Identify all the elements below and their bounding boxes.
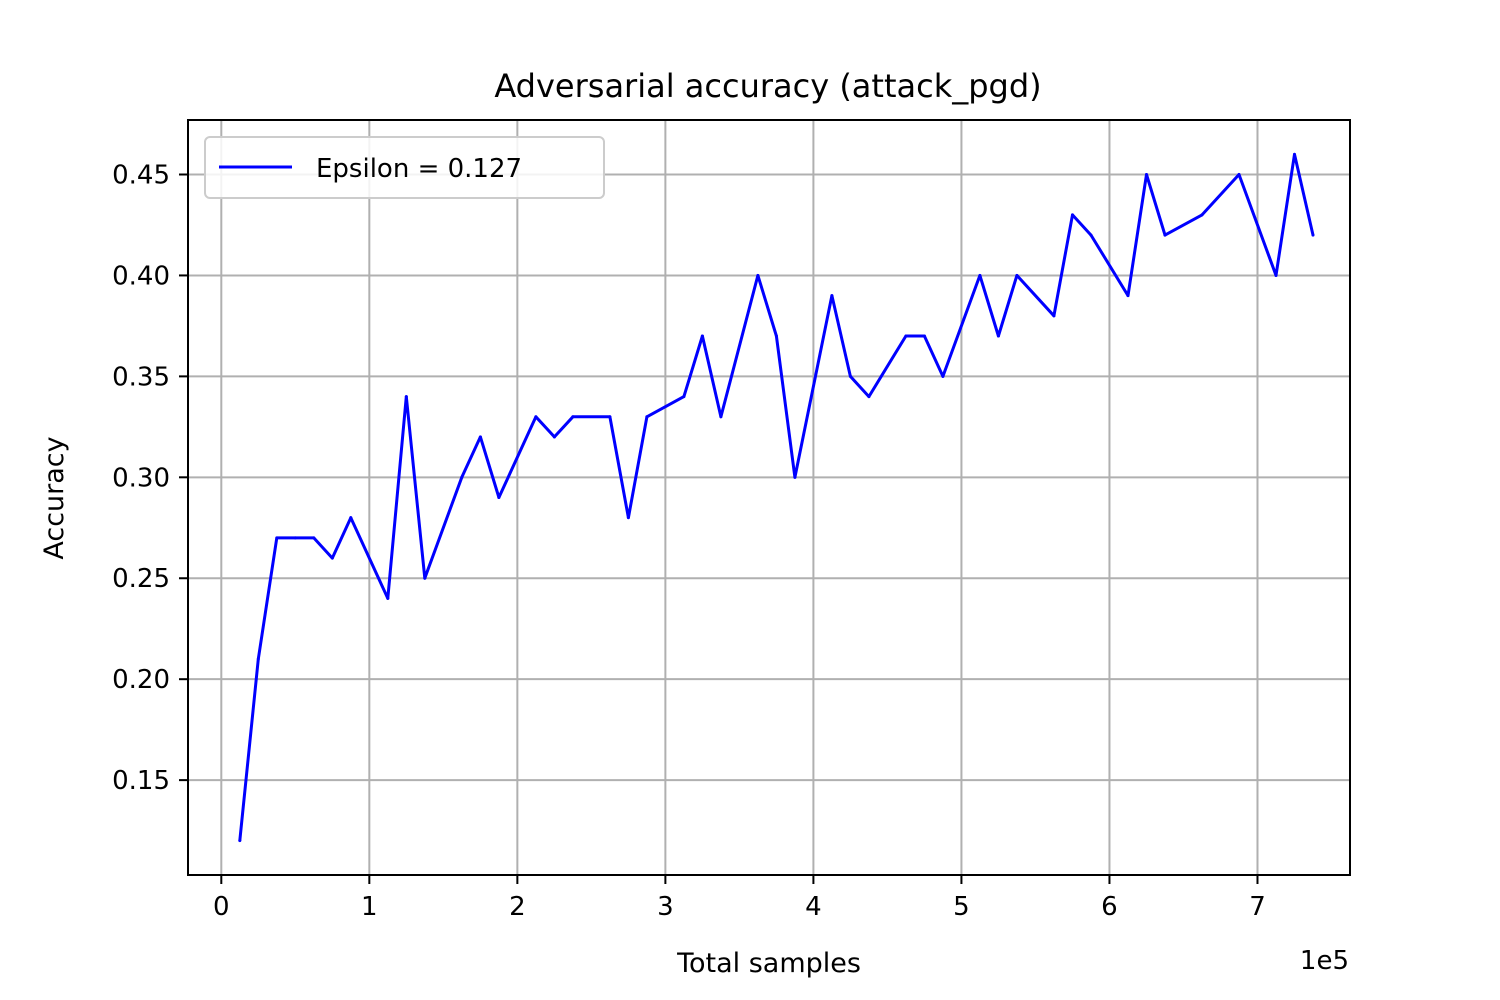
y-tick-label: 0.15: [112, 766, 170, 796]
chart-title: Adversarial accuracy (attack_pgd): [494, 67, 1041, 105]
x-axis-offset-label: 1e5: [1300, 946, 1349, 976]
data-point: [1089, 233, 1093, 237]
data-point: [608, 415, 612, 419]
legend-box: [204, 136, 605, 199]
x-axis: 0 1 2 3 4 5 6 7: [213, 875, 1266, 922]
data-point: [996, 334, 1000, 338]
y-axis: 0.15 0.20 0.25 0.30 0.35 0.40 0.45: [112, 161, 188, 796]
data-point: [1200, 213, 1204, 217]
x-tick-label: 6: [1101, 892, 1118, 922]
data-point: [1126, 294, 1130, 298]
x-tick-label: 1: [361, 892, 378, 922]
plot-frame: [187, 119, 1351, 876]
data-point: [460, 475, 464, 479]
data-point: [534, 415, 538, 419]
y-tick-label: 0.30: [112, 463, 170, 493]
x-tick-label: 0: [213, 892, 230, 922]
data-point: [1015, 273, 1019, 277]
y-tick-label: 0.40: [112, 261, 170, 291]
data-point: [238, 839, 242, 843]
series-layer: [238, 152, 1315, 843]
data-point: [330, 556, 334, 560]
y-tick-label: 0.35: [112, 362, 170, 392]
data-point: [645, 415, 649, 419]
data-point: [349, 516, 353, 520]
data-point: [497, 496, 501, 499]
data-point: [571, 415, 575, 419]
data-point: [552, 435, 556, 439]
data-point: [1274, 273, 1278, 277]
grid: [188, 120, 1350, 875]
data-point: [386, 596, 390, 600]
data-point: [275, 536, 279, 540]
data-point: [478, 435, 482, 439]
data-point: [1311, 233, 1315, 237]
x-tick-label: 4: [805, 892, 822, 922]
x-tick-label: 2: [509, 892, 526, 922]
x-tick-label: 3: [657, 892, 674, 922]
data-point: [1237, 173, 1241, 177]
y-axis-label: Accuracy: [39, 436, 70, 559]
y-tick-label: 0.45: [112, 161, 170, 191]
data-point: [848, 374, 852, 378]
data-point: [1052, 314, 1056, 318]
data-point: [978, 273, 982, 277]
data-point: [941, 374, 945, 378]
data-point: [867, 395, 871, 399]
data-point: [312, 536, 316, 540]
data-point: [1070, 213, 1074, 217]
data-point: [682, 395, 686, 399]
data-point: [719, 415, 723, 419]
data-point: [293, 536, 297, 540]
data-point: [756, 273, 760, 277]
x-tick-label: 7: [1249, 892, 1266, 922]
data-point: [830, 294, 834, 298]
data-point: [774, 334, 778, 338]
legend-label: Epsilon = 0.127: [316, 154, 522, 184]
data-point: [423, 576, 427, 580]
data-point: [922, 334, 926, 338]
data-point: [404, 395, 408, 399]
y-tick-label: 0.25: [112, 564, 170, 594]
data-point: [626, 516, 630, 520]
x-axis-label: Total samples: [676, 948, 861, 979]
x-tick-label: 5: [953, 892, 970, 922]
data-point: [700, 334, 704, 338]
data-point: [1292, 152, 1296, 156]
data-point: [1163, 233, 1167, 237]
data-point: [904, 334, 908, 338]
legend: Epsilon = 0.127: [204, 136, 605, 199]
data-point: [1144, 173, 1148, 177]
data-point: [256, 657, 260, 661]
y-tick-label: 0.20: [112, 665, 170, 695]
data-point: [793, 475, 797, 479]
